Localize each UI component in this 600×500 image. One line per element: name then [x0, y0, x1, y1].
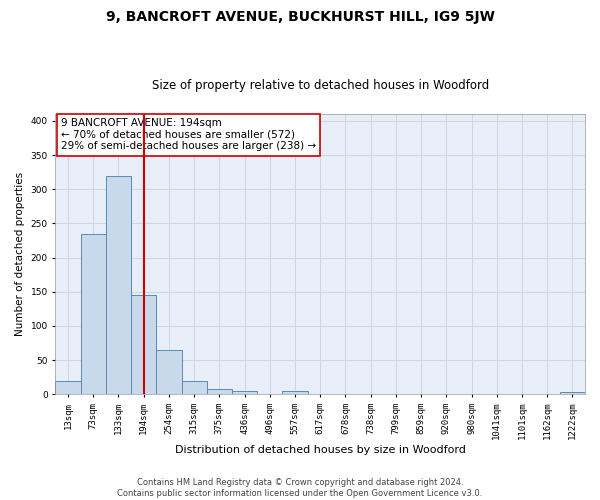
Text: Contains HM Land Registry data © Crown copyright and database right 2024.
Contai: Contains HM Land Registry data © Crown c…: [118, 478, 482, 498]
Bar: [232, 391, 257, 394]
Bar: [560, 392, 585, 394]
Bar: [80, 234, 106, 394]
Bar: [157, 350, 182, 394]
Y-axis label: Number of detached properties: Number of detached properties: [15, 172, 25, 336]
Bar: [207, 388, 232, 394]
Text: 9 BANCROFT AVENUE: 194sqm
← 70% of detached houses are smaller (572)
29% of semi: 9 BANCROFT AVENUE: 194sqm ← 70% of detac…: [61, 118, 316, 152]
Bar: [55, 380, 80, 394]
X-axis label: Distribution of detached houses by size in Woodford: Distribution of detached houses by size …: [175, 445, 466, 455]
Text: 9, BANCROFT AVENUE, BUCKHURST HILL, IG9 5JW: 9, BANCROFT AVENUE, BUCKHURST HILL, IG9 …: [106, 10, 494, 24]
Title: Size of property relative to detached houses in Woodford: Size of property relative to detached ho…: [152, 79, 489, 92]
Bar: [283, 391, 308, 394]
Bar: [131, 295, 157, 394]
Bar: [182, 380, 207, 394]
Bar: [106, 176, 131, 394]
